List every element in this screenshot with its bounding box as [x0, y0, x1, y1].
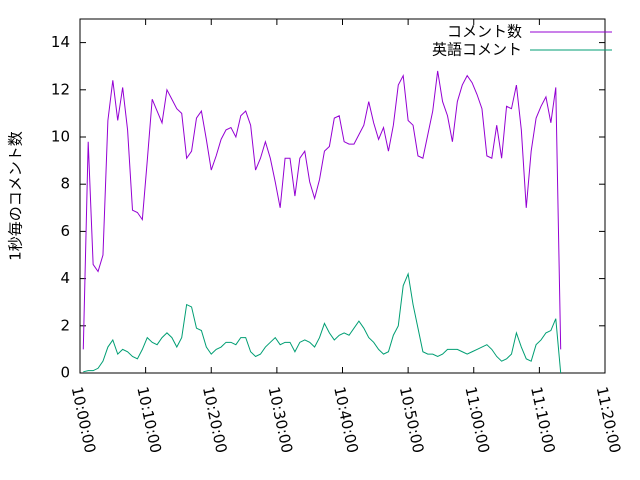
legend-label: 英語コメント — [432, 41, 522, 59]
series-line — [83, 272, 562, 374]
series-line — [82, 70, 562, 350]
legend-label: コメント数 — [447, 23, 522, 41]
x-tick-label: 10:00:00 — [68, 385, 100, 455]
x-tick-label: 10:10:00 — [133, 385, 165, 455]
y-tick-label: 10 — [51, 128, 70, 146]
x-tick-label: 11:10:00 — [527, 385, 559, 455]
x-tick-label: 10:40:00 — [330, 385, 362, 455]
plot-frame — [79, 18, 606, 374]
y-tick-label: 12 — [51, 80, 70, 98]
y-axis-label: 1秒毎のコメント数 — [7, 131, 25, 261]
y-tick-label: 6 — [60, 222, 70, 240]
x-tick-label: 11:20:00 — [593, 385, 625, 455]
y-tick-label: 2 — [60, 316, 70, 334]
y-tick-label: 0 — [60, 364, 70, 382]
y-tick-label: 8 — [60, 175, 70, 193]
y-tick-label: 4 — [60, 269, 70, 287]
x-tick-label: 10:50:00 — [396, 385, 428, 455]
x-tick-label: 10:30:00 — [265, 385, 297, 455]
x-tick-label: 10:20:00 — [199, 385, 231, 455]
y-tick-label: 14 — [51, 33, 70, 51]
x-tick-label: 11:00:00 — [461, 385, 493, 455]
